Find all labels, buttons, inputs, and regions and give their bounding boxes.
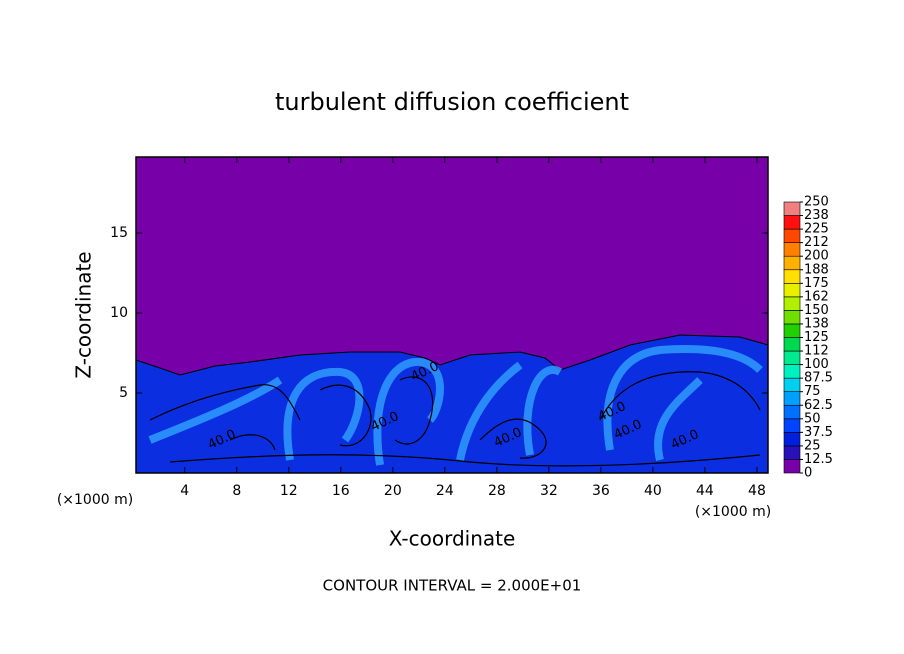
colorbar-label: 212 (804, 235, 829, 250)
colorbar-label: 225 (804, 222, 829, 237)
colorbar-bin (783, 310, 801, 325)
colorbar-bin (783, 350, 801, 365)
y-tick-label: 10 (110, 305, 128, 321)
x-tick-label: 32 (540, 483, 558, 499)
x-tick-label: 24 (436, 483, 454, 499)
colorbar-label: 150 (804, 303, 829, 318)
x-tick-label: 36 (592, 483, 610, 499)
y-axis-label: Z-coordinate (72, 251, 96, 378)
x-tick-label: 12 (280, 483, 298, 499)
colorbar-label: 12.5 (804, 452, 833, 467)
colorbar-label: 200 (804, 249, 829, 264)
colorbar-bin (783, 255, 801, 271)
colorbar-bin (783, 201, 801, 216)
colorbar-label: 25 (804, 438, 821, 453)
colorbar-label: 62.5 (804, 398, 833, 413)
colorbar-bin (783, 418, 801, 433)
colorbar-label: 112 (804, 344, 829, 359)
colorbar-bin (783, 432, 801, 447)
colorbar-bin (783, 242, 801, 257)
chart-title: turbulent diffusion coefficient (275, 88, 629, 116)
x-unit: (×1000 m) (695, 504, 771, 520)
x-tick-label: 28 (488, 483, 506, 499)
x-tick-label: 40 (644, 483, 662, 499)
colorbar-label: 238 (804, 208, 829, 223)
colorbar-bin (783, 391, 801, 406)
plot-frame (135, 156, 769, 474)
colorbar-label: 50 (804, 411, 821, 426)
field: 40.040.040.040.040.040.0 40.0 (135, 157, 769, 474)
colorbar-label: 0 (804, 466, 812, 481)
x-tick-label: 48 (748, 483, 766, 499)
swirls (148, 345, 763, 466)
y-tick-label: 15 (110, 225, 128, 241)
colorbar-label: 37.5 (804, 425, 833, 440)
contour-lines (149, 371, 761, 467)
x-tick-label: 44 (696, 483, 714, 499)
colorbar-label: 75 (804, 384, 821, 399)
x-tick-label: 8 (232, 483, 241, 499)
colorbar-bin (783, 323, 801, 338)
colorbar-label: 175 (804, 276, 829, 291)
colorbar-label: 87.5 (804, 371, 833, 386)
x-tick-label: 16 (332, 483, 350, 499)
footer: CONTOUR INTERVAL = 2.000E+01 (323, 577, 582, 595)
colorbar-bin (783, 228, 801, 243)
colorbar-bin (783, 377, 801, 392)
colorbar-bin (783, 459, 801, 474)
colorbar-bin (783, 282, 801, 298)
x-tick-label: 20 (384, 483, 402, 499)
colorbar-bin (783, 445, 801, 460)
x-unit: (×1000 m) (57, 492, 133, 508)
colorbar-bin (783, 404, 801, 420)
colorbar-label: 162 (804, 289, 829, 304)
colorbar-bin (783, 269, 801, 284)
colorbar-bin (783, 364, 801, 379)
colorbar-label: 250 (804, 195, 829, 210)
colorbar-label: 138 (804, 316, 829, 331)
colorbar-bin (783, 296, 801, 311)
x-axis-label: X-coordinate (389, 527, 516, 551)
colorbar-label: 188 (804, 262, 829, 277)
x-tick-label: 4 (180, 483, 189, 499)
y-tick-label: 5 (119, 385, 128, 401)
colorbar-label: 125 (804, 330, 829, 345)
colorbar-bin (783, 337, 801, 352)
colorbar-bin (783, 215, 801, 230)
colorbar-label: 100 (804, 357, 829, 372)
